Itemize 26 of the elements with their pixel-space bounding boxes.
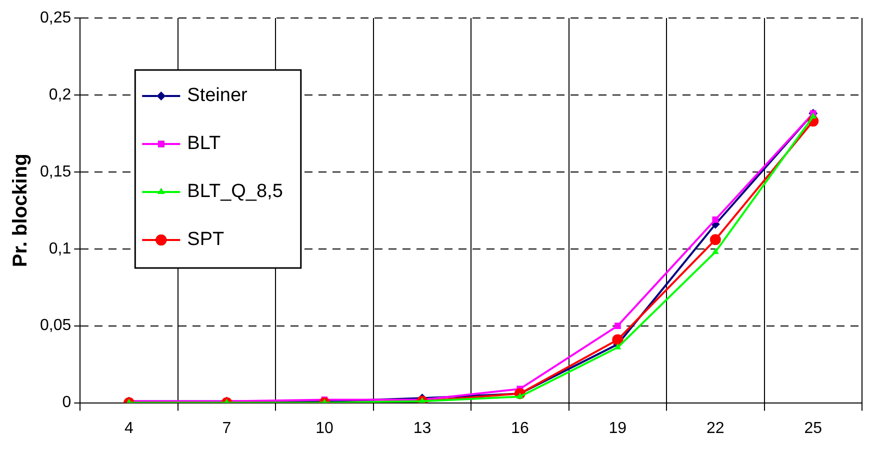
legend-label: Steiner bbox=[187, 85, 248, 106]
x-tick-label: 13 bbox=[413, 420, 432, 437]
point bbox=[710, 234, 721, 246]
x-tick-label: 10 bbox=[316, 420, 334, 437]
x-tick-label: 25 bbox=[804, 420, 822, 437]
x-tick-label: 4 bbox=[124, 420, 134, 437]
point bbox=[612, 334, 624, 346]
point bbox=[614, 322, 621, 330]
point bbox=[712, 216, 719, 223]
legend-label: SPT bbox=[187, 229, 224, 250]
legend-label: BLT bbox=[187, 133, 221, 154]
y-tick-label: 0,15 bbox=[40, 163, 72, 180]
x-tick-label: 22 bbox=[706, 420, 724, 437]
y-tick-label: 0,05 bbox=[40, 317, 72, 334]
y-tick-label: 0,1 bbox=[48, 240, 72, 258]
y-tick-label: 0,2 bbox=[48, 86, 72, 104]
y-tick-label: 0 bbox=[62, 394, 72, 412]
legend-label: BLT_Q_8,5 bbox=[187, 181, 283, 202]
x-tick-label: 19 bbox=[608, 420, 627, 437]
point bbox=[712, 248, 719, 254]
x-tick-label: 16 bbox=[511, 420, 529, 437]
x-tick-label: 7 bbox=[222, 420, 232, 437]
point bbox=[614, 343, 622, 350]
y-axis-title: Pr. blocking bbox=[10, 154, 32, 268]
point bbox=[810, 112, 817, 119]
y-tick-label: 0,25 bbox=[40, 9, 72, 26]
